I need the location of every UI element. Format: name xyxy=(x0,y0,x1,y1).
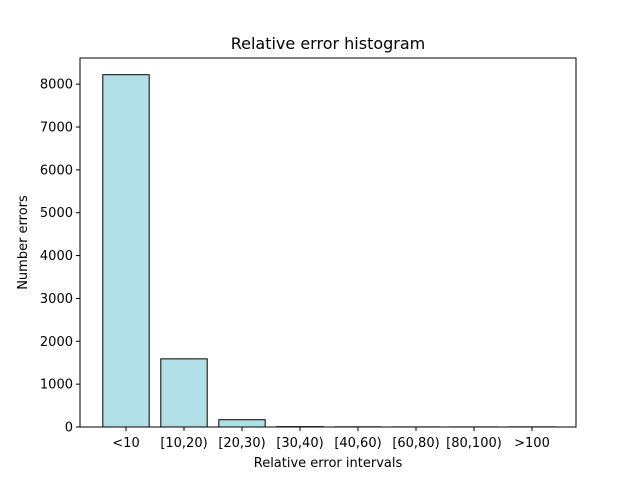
x-tick-label-3: [30,40) xyxy=(276,436,323,451)
y-tick-label-2: 2000 xyxy=(40,335,73,350)
x-axis: <10 [10,20) [20,30) [30,40) [40,60) [60,80) [8… xyxy=(112,427,550,451)
y-tick-label-6: 6000 xyxy=(40,163,73,178)
x-tick-label-0: <10 xyxy=(112,436,139,451)
x-tick-label-5: [60,80) xyxy=(392,436,439,451)
y-tick-label-4: 4000 xyxy=(40,249,73,264)
x-axis-label: Relative error intervals xyxy=(254,456,403,471)
bar-2 xyxy=(218,419,266,428)
bar-1 xyxy=(160,358,208,428)
x-tick-label-2: [20,30) xyxy=(218,436,265,451)
y-tick-label-1: 1000 xyxy=(40,378,73,393)
plot-frame xyxy=(79,57,577,428)
x-tick-label-4: [40,60) xyxy=(334,436,381,451)
y-tick-label-7: 7000 xyxy=(40,121,73,136)
bar-0 xyxy=(102,74,150,428)
y-tick-label-8: 8000 xyxy=(40,78,73,93)
bars-group xyxy=(102,74,556,428)
y-axis: 0 1000 2000 3000 4000 5000 6000 7000 8000 xyxy=(40,78,80,436)
x-tick-label-6: [80,100) xyxy=(446,436,502,451)
y-tick-label-3: 3000 xyxy=(40,292,73,307)
x-tick-label-7: >100 xyxy=(514,436,550,451)
y-tick-label-5: 5000 xyxy=(40,206,73,221)
y-axis-label: Number errors xyxy=(16,195,31,290)
chart-title: Relative error histogram xyxy=(231,34,426,53)
y-tick-label-0: 0 xyxy=(65,421,73,436)
x-tick-label-1: [10,20) xyxy=(160,436,207,451)
